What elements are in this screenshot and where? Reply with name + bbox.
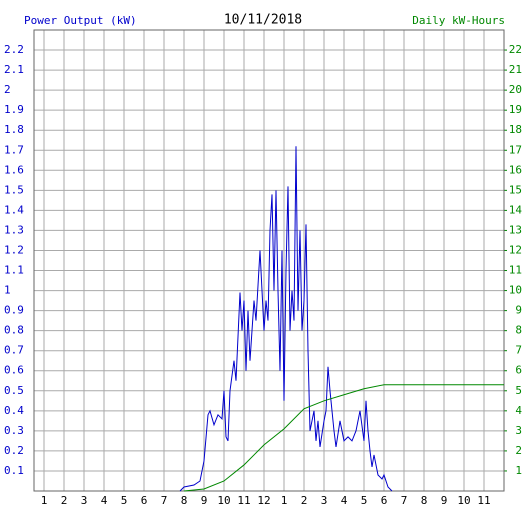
y-tick-label: 1.9	[4, 103, 24, 116]
chart-title: 10/11/2018	[224, 13, 302, 28]
x-tick-label: 3	[81, 494, 88, 507]
y-tick-label: 1.8	[4, 123, 24, 136]
x-tick-label: 2	[61, 494, 68, 507]
y2-tick-label: 3	[515, 424, 522, 437]
x-tick-label: 9	[201, 494, 208, 507]
y2-tick-label: 7	[515, 344, 522, 357]
x-tick-label: 6	[381, 494, 388, 507]
y2-axis-title: Daily kW-Hours	[412, 14, 505, 27]
y-tick-label: 1.1	[4, 264, 24, 277]
x-tick-label: 5	[361, 494, 368, 507]
y2-tick-label: 8	[515, 324, 522, 337]
y2-tick-label: 6	[515, 364, 522, 377]
y-tick-label: 0.4	[4, 404, 24, 417]
series-line	[183, 384, 504, 492]
y2-tick-label: 21	[509, 63, 522, 76]
y2-tick-label: 19	[509, 103, 522, 116]
x-tick-label: 5	[121, 494, 128, 507]
y-tick-label: 0.1	[4, 464, 24, 477]
y2-tick-label: 15	[509, 183, 522, 196]
y-tick-label: 0.6	[4, 364, 24, 377]
y-tick-label: 1.3	[4, 223, 24, 236]
x-tick-label: 7	[161, 494, 168, 507]
y-tick-label: 0.9	[4, 304, 24, 317]
x-tick-label: 1	[281, 494, 288, 507]
y2-tick-label: 14	[509, 203, 523, 216]
x-tick-label: 1	[41, 494, 48, 507]
x-tick-label: 9	[441, 494, 448, 507]
y-tick-label: 0.8	[4, 324, 24, 337]
y-tick-label: 1.4	[4, 203, 24, 216]
y2-tick-label: 1	[515, 464, 522, 477]
x-tick-label: 8	[421, 494, 428, 507]
x-tick-label: 2	[301, 494, 308, 507]
y2-tick-label: 11	[509, 264, 522, 277]
y-tick-label: 0.5	[4, 384, 24, 397]
y-tick-label: 1	[4, 284, 11, 297]
plot-frame	[33, 29, 505, 492]
x-tick-label: 12	[257, 494, 270, 507]
y2-tick-label: 18	[509, 123, 522, 136]
y2-tick-label: 22	[509, 43, 522, 56]
x-tick-label: 4	[101, 494, 108, 507]
y-tick-label: 1.5	[4, 183, 24, 196]
y-tick-label: 1.2	[4, 243, 24, 256]
y2-tick-label: 5	[515, 384, 522, 397]
x-tick-label: 8	[181, 494, 188, 507]
y-tick-label: 1.7	[4, 143, 24, 156]
y-tick-label: 0.3	[4, 424, 24, 437]
x-tick-label: 6	[141, 494, 148, 507]
y2-tick-label: 12	[509, 243, 522, 256]
y2-tick-label: 17	[509, 143, 522, 156]
y-axis-title: Power Output (kW)	[24, 14, 137, 27]
y-tick-label: 0.2	[4, 444, 24, 457]
y2-tick-label: 2	[515, 444, 522, 457]
x-tick-label: 10	[217, 494, 230, 507]
y2-tick-label: 13	[509, 223, 522, 236]
x-tick-label: 11	[237, 494, 250, 507]
y2-tick-label: 10	[509, 284, 522, 297]
x-tick-label: 4	[341, 494, 348, 507]
y2-tick-label: 9	[515, 304, 522, 317]
x-tick-label: 10	[457, 494, 470, 507]
y-tick-label: 2.1	[4, 63, 24, 76]
series-line	[179, 146, 393, 492]
y2-tick-label: 4	[515, 404, 522, 417]
y-tick-label: 2	[4, 83, 11, 96]
y-tick-label: 1.6	[4, 163, 24, 176]
x-tick-label: 7	[401, 494, 408, 507]
y-tick-label: 0.7	[4, 344, 24, 357]
y-tick-label: 2.2	[4, 43, 24, 56]
x-tick-label: 3	[321, 494, 328, 507]
y2-tick-label: 20	[509, 83, 522, 96]
x-tick-label: 11	[477, 494, 490, 507]
y2-tick-label: 16	[509, 163, 522, 176]
